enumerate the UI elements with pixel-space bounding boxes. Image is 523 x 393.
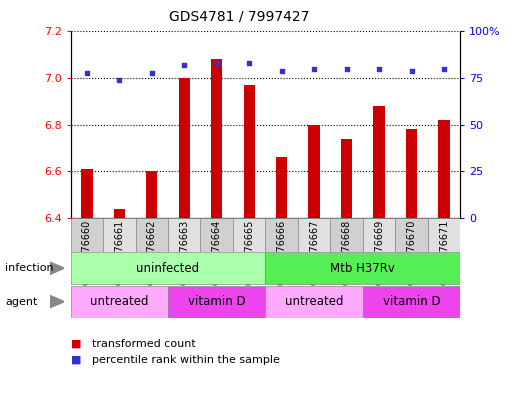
Text: GSM1276660: GSM1276660	[82, 220, 92, 285]
Point	[245, 60, 253, 66]
Bar	[341, 139, 353, 218]
Text: GSM1276671: GSM1276671	[439, 220, 449, 285]
Text: Mtb H37Rv: Mtb H37Rv	[331, 262, 395, 275]
Text: untreated: untreated	[90, 295, 149, 308]
Bar	[146, 171, 157, 218]
Point	[147, 69, 156, 75]
Point	[407, 68, 416, 74]
Text: GDS4781 / 7997427: GDS4781 / 7997427	[169, 9, 310, 24]
Text: GSM1276664: GSM1276664	[212, 220, 222, 285]
Bar	[168, 286, 266, 318]
Text: GSM1276665: GSM1276665	[244, 220, 254, 285]
Point	[83, 69, 91, 75]
Point	[375, 66, 383, 72]
Bar	[266, 252, 460, 284]
Text: transformed count: transformed count	[92, 339, 195, 349]
Bar	[211, 59, 222, 218]
Text: percentile rank within the sample: percentile rank within the sample	[92, 354, 279, 365]
Bar	[135, 218, 168, 252]
Bar	[438, 120, 450, 218]
Text: GSM1276663: GSM1276663	[179, 220, 189, 285]
Bar	[178, 78, 190, 218]
Point	[343, 66, 351, 72]
Point	[180, 62, 188, 68]
Polygon shape	[50, 262, 64, 274]
Text: GSM1276667: GSM1276667	[309, 220, 319, 285]
Polygon shape	[50, 296, 64, 308]
Bar	[113, 209, 125, 218]
Text: GSM1276661: GSM1276661	[115, 220, 124, 285]
Point	[310, 66, 319, 72]
Text: vitamin D: vitamin D	[188, 295, 245, 308]
Bar	[395, 218, 428, 252]
Text: vitamin D: vitamin D	[383, 295, 440, 308]
Text: GSM1276666: GSM1276666	[277, 220, 287, 285]
Bar	[266, 286, 363, 318]
Bar	[406, 129, 417, 218]
Bar	[309, 125, 320, 218]
Bar	[233, 218, 266, 252]
Bar	[266, 218, 298, 252]
Text: agent: agent	[5, 297, 38, 307]
Text: ■: ■	[71, 339, 81, 349]
Bar	[103, 218, 135, 252]
Bar	[363, 286, 460, 318]
Bar	[71, 218, 103, 252]
Point	[440, 66, 448, 72]
Text: ■: ■	[71, 354, 81, 365]
Bar	[200, 218, 233, 252]
Bar	[81, 169, 93, 218]
Text: infection: infection	[5, 263, 54, 273]
Text: GSM1276668: GSM1276668	[342, 220, 351, 285]
Bar	[276, 158, 287, 218]
Text: uninfected: uninfected	[137, 262, 200, 275]
Bar	[71, 286, 168, 318]
Text: GSM1276670: GSM1276670	[406, 220, 416, 285]
Bar	[71, 252, 266, 284]
Text: GSM1276669: GSM1276669	[374, 220, 384, 285]
Bar	[373, 106, 385, 218]
Text: untreated: untreated	[285, 295, 344, 308]
Bar	[331, 218, 363, 252]
Point	[115, 77, 123, 83]
Bar	[168, 218, 200, 252]
Text: GSM1276662: GSM1276662	[147, 220, 157, 285]
Point	[278, 68, 286, 74]
Bar	[363, 218, 395, 252]
Bar	[244, 85, 255, 218]
Bar	[298, 218, 331, 252]
Point	[212, 60, 221, 66]
Bar	[428, 218, 460, 252]
